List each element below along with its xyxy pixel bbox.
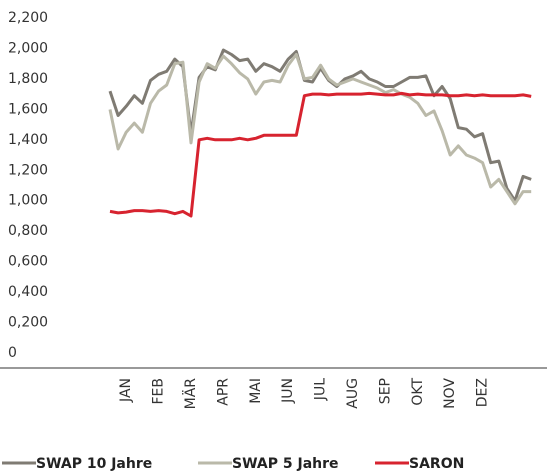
x-tick-label: FEB (151, 378, 167, 405)
x-tick-label: JAN (118, 378, 134, 403)
y-tick-label: 2,200 (8, 10, 48, 26)
series-line (108, 53, 532, 206)
y-tick-label: 0,600 (8, 254, 48, 270)
x-tick-label: JUL (313, 378, 329, 401)
x-tick-label: DEZ (475, 378, 491, 407)
y-tick-label: 0,800 (8, 223, 48, 239)
legend-label: SWAP 10 Jahre (36, 456, 152, 472)
x-tick-label: OKT (410, 378, 426, 406)
series-line (108, 48, 532, 203)
y-tick-label: 1,400 (8, 132, 48, 148)
y-tick-label: 1,200 (8, 162, 48, 178)
x-tick-label: JUN (280, 378, 296, 404)
x-tick-label: NOV (442, 378, 458, 409)
y-tick-label: 2,000 (8, 40, 48, 56)
x-tick-label: AUG (345, 378, 361, 409)
x-tick-label: MÄR (181, 378, 199, 410)
legend-label: SARON (409, 456, 464, 472)
x-tick-label: SEP (377, 378, 393, 404)
y-tick-label: 1,600 (8, 101, 48, 117)
series-line (109, 91, 532, 218)
legend-label: SWAP 5 Jahre (232, 456, 339, 472)
y-tick-label: 1,000 (8, 193, 48, 209)
x-tick-label: MAI (248, 378, 264, 404)
y-tick-label: 0,200 (8, 315, 48, 331)
x-tick-label: APR (215, 378, 231, 406)
y-tick-label: 1,800 (8, 71, 48, 87)
y-tick-label: 0,400 (8, 284, 48, 300)
y-tick-label: 0 (8, 345, 17, 361)
